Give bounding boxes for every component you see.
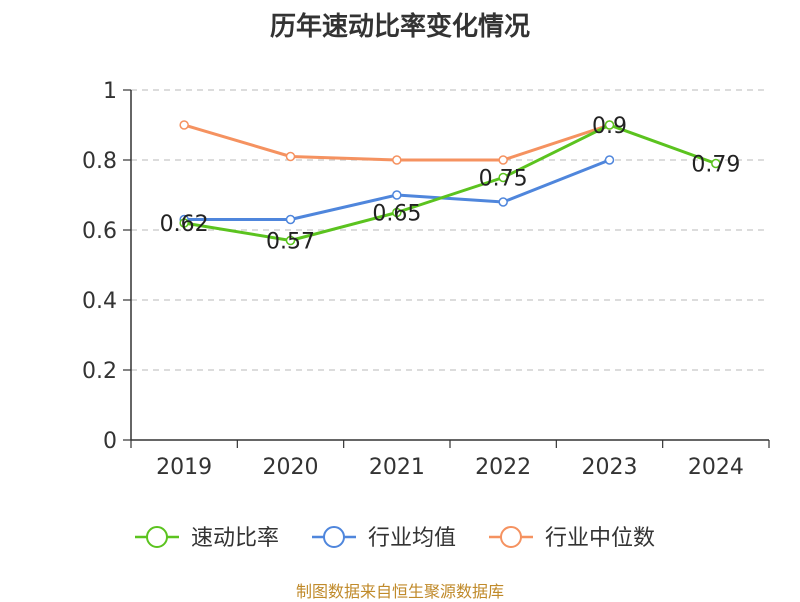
chart-title: 历年速动比率变化情况 (269, 12, 530, 42)
y-tick-label: 0.2 (82, 359, 117, 384)
data-point (392, 155, 402, 165)
y-tick-label: 0 (103, 429, 117, 454)
data-point (285, 214, 296, 225)
series-line (183, 123, 610, 162)
x-tick-label: 2022 (475, 455, 531, 480)
data-point (604, 155, 615, 165)
data-label: 0.57 (266, 230, 315, 255)
data-point (179, 218, 189, 228)
legend-marker (323, 526, 345, 548)
data-point (498, 155, 508, 165)
legend-label: 行业均值 (368, 526, 456, 551)
data-point (498, 197, 508, 207)
data-point (392, 207, 402, 218)
y-tick-label: 0.8 (82, 149, 117, 174)
data-label: 0.79 (691, 153, 740, 178)
data-label: 0.65 (372, 202, 421, 227)
data-point (285, 235, 296, 246)
y-tick-label: 1 (103, 79, 117, 104)
data-source-note: 制图数据来自恒生聚源数据库 (295, 582, 504, 601)
data-label: 0.62 (160, 212, 209, 237)
legend-label: 速动比率 (191, 526, 279, 551)
x-tick-label: 2023 (582, 455, 638, 480)
data-point (711, 158, 721, 169)
data-point (285, 151, 296, 162)
x-tick-label: 2021 (369, 455, 425, 480)
data-label: 0.75 (479, 167, 528, 192)
x-tick-label: 2020 (263, 455, 319, 480)
data-point (179, 120, 189, 130)
y-tick-label: 0.6 (82, 219, 117, 244)
data-point (498, 172, 508, 183)
x-tick-label: 2019 (156, 455, 212, 480)
legend-label: 行业中位数 (545, 526, 655, 551)
series-line (183, 123, 717, 242)
legend-marker (500, 526, 522, 548)
x-tick-label: 2024 (688, 455, 744, 480)
legend-marker (146, 526, 168, 548)
y-tick-label: 0.4 (82, 289, 117, 314)
data-point (392, 190, 402, 200)
data-point (604, 120, 615, 130)
data-label: 0.9 (592, 114, 627, 139)
